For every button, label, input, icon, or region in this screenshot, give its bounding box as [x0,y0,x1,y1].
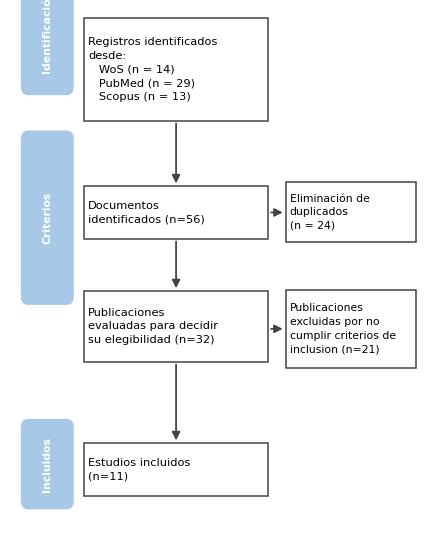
Text: Publicaciones
evaluadas para decidir
su elegibilidad (n=32): Publicaciones evaluadas para decidir su … [88,308,218,345]
FancyBboxPatch shape [21,0,73,95]
FancyBboxPatch shape [21,419,73,509]
FancyBboxPatch shape [84,186,268,239]
Text: Incluidos: Incluidos [42,437,52,492]
FancyBboxPatch shape [84,18,268,121]
Text: Publicaciones
excluidas por no
cumplir criterios de
inclusion (n=21): Publicaciones excluidas por no cumplir c… [290,303,396,354]
Text: Criterios: Criterios [42,192,52,244]
FancyBboxPatch shape [84,291,268,362]
FancyBboxPatch shape [286,182,417,242]
FancyBboxPatch shape [21,131,73,304]
Text: Documentos
identificados (n=56): Documentos identificados (n=56) [88,201,205,224]
Text: Estudios incluidos
(n=11): Estudios incluidos (n=11) [88,457,191,481]
FancyBboxPatch shape [286,289,417,368]
Text: Identificación: Identificación [42,0,52,73]
FancyBboxPatch shape [84,443,268,495]
Text: Registros identificados
desde:
   WoS (n = 14)
   PubMed (n = 29)
   Scopus (n =: Registros identificados desde: WoS (n = … [88,37,217,102]
Text: Eliminación de
duplicados
(n = 24): Eliminación de duplicados (n = 24) [290,194,370,231]
